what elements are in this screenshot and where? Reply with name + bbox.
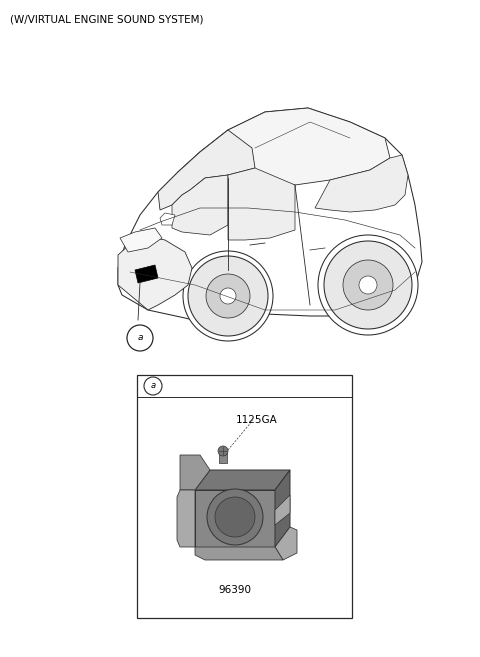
Circle shape: [183, 251, 273, 341]
Polygon shape: [195, 490, 275, 547]
Polygon shape: [178, 108, 390, 195]
Polygon shape: [158, 130, 255, 210]
Bar: [137, 375, 352, 618]
Polygon shape: [118, 108, 422, 327]
Text: a: a: [150, 382, 156, 390]
Polygon shape: [172, 175, 228, 235]
Text: (W/VIRTUAL ENGINE SOUND SYSTEM): (W/VIRTUAL ENGINE SOUND SYSTEM): [10, 14, 204, 24]
Circle shape: [318, 235, 418, 335]
Polygon shape: [180, 455, 210, 490]
Circle shape: [207, 489, 263, 545]
Text: 96390: 96390: [218, 585, 252, 595]
Polygon shape: [177, 490, 195, 547]
Polygon shape: [228, 168, 295, 240]
Circle shape: [324, 241, 412, 329]
Circle shape: [218, 446, 228, 456]
Polygon shape: [219, 453, 227, 463]
Polygon shape: [160, 213, 175, 225]
Circle shape: [359, 276, 377, 294]
Polygon shape: [120, 228, 162, 252]
Polygon shape: [275, 527, 297, 560]
Polygon shape: [135, 265, 158, 283]
Text: a: a: [137, 334, 143, 342]
Circle shape: [206, 274, 250, 318]
Polygon shape: [195, 470, 290, 490]
Circle shape: [215, 497, 255, 537]
Polygon shape: [118, 235, 192, 310]
Circle shape: [220, 288, 236, 304]
Polygon shape: [275, 470, 290, 547]
Circle shape: [343, 260, 393, 310]
Circle shape: [188, 256, 268, 336]
Polygon shape: [195, 547, 283, 560]
Polygon shape: [275, 495, 290, 525]
Text: 1125GA: 1125GA: [236, 415, 278, 425]
Polygon shape: [315, 155, 408, 212]
